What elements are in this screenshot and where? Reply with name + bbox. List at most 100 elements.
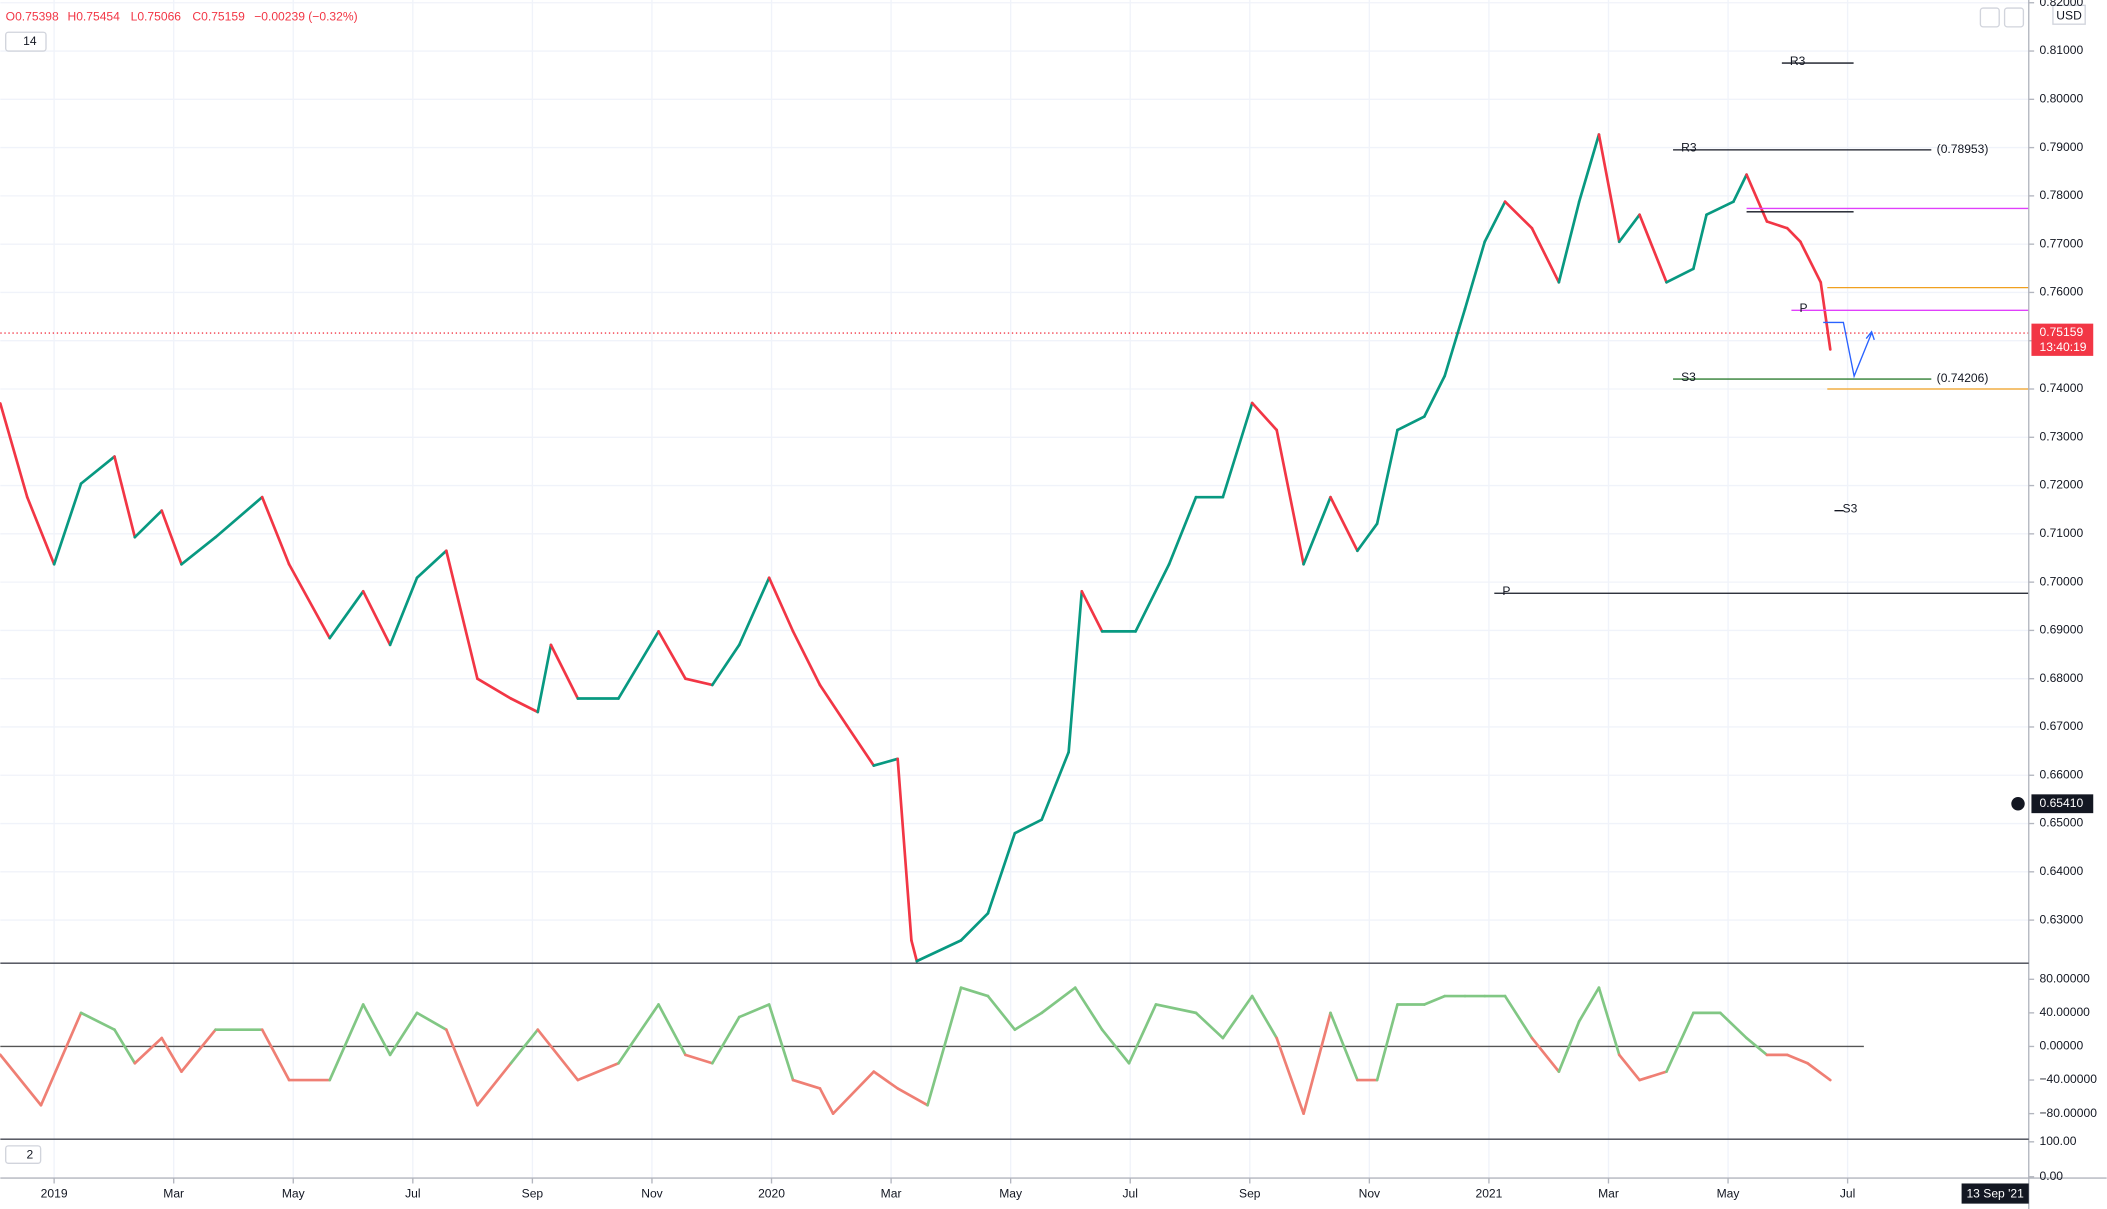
pivot-value-label: (0.74206) bbox=[1937, 371, 1989, 385]
price-segment bbox=[536, 643, 553, 714]
price-segment bbox=[1463, 240, 1487, 311]
ohlc-high: H0.75454 bbox=[67, 10, 120, 24]
price-segment bbox=[1617, 213, 1641, 244]
price-segment bbox=[818, 1087, 835, 1115]
price-segment bbox=[39, 1011, 83, 1107]
price-segment bbox=[388, 576, 419, 647]
price-segment bbox=[1329, 495, 1359, 553]
price-segment bbox=[1302, 1011, 1332, 1115]
price-segment bbox=[872, 1070, 900, 1090]
indicator-badge[interactable] bbox=[5, 31, 47, 52]
price-segment bbox=[684, 1053, 714, 1065]
y-tick-label: 0.68000 bbox=[2040, 671, 2084, 685]
pivot-label: R3 bbox=[1681, 141, 1697, 155]
ohlc-close: C0.75159 bbox=[192, 10, 245, 24]
countdown-label: 13:40:19 bbox=[2040, 340, 2087, 354]
price-segment bbox=[896, 757, 913, 942]
price-segment bbox=[1040, 986, 1077, 1015]
y-tick-label: 0.72000 bbox=[2040, 478, 2084, 492]
price-segment bbox=[1806, 1061, 1832, 1082]
pivot-value-label: (0.78953) bbox=[1937, 142, 1989, 156]
price-segment bbox=[1221, 994, 1254, 1040]
price-segment bbox=[1013, 818, 1044, 835]
price-segment bbox=[986, 994, 1017, 1032]
price-segment bbox=[1154, 1003, 1198, 1015]
price-segment bbox=[1423, 994, 1447, 1006]
y-tick-label: 0.69000 bbox=[2040, 623, 2084, 637]
y-tick-label: 0.64000 bbox=[2040, 864, 2084, 878]
x-tick-label: Mar bbox=[881, 1186, 902, 1200]
price-segment bbox=[1080, 589, 1104, 633]
price-segment bbox=[1221, 401, 1254, 499]
price-segment bbox=[79, 1011, 116, 1032]
price-segment bbox=[1705, 200, 1735, 217]
x-tick-label: Jul bbox=[405, 1186, 420, 1200]
x-tick-label: Jul bbox=[1122, 1186, 1137, 1200]
price-segment bbox=[328, 1003, 365, 1082]
price-segment bbox=[896, 1087, 929, 1107]
y-tick-label: 0.74000 bbox=[2040, 381, 2084, 395]
price-segment bbox=[180, 535, 217, 566]
y-tick-label: 0.71000 bbox=[2040, 526, 2084, 540]
price-segment bbox=[1375, 428, 1399, 526]
download-button[interactable] bbox=[1979, 7, 2000, 28]
price-segment bbox=[1423, 374, 1447, 418]
price-segment bbox=[1617, 1053, 1641, 1082]
ohlc-low: L0.75066 bbox=[131, 10, 182, 24]
y-tick-label: 0.67000 bbox=[2040, 719, 2084, 733]
price-segment bbox=[1013, 1011, 1044, 1032]
price-segment bbox=[1819, 280, 1832, 351]
price-segment bbox=[1785, 226, 1802, 244]
price-segment bbox=[657, 630, 687, 681]
ohlc-open: O0.75398 bbox=[6, 10, 59, 24]
price-segment bbox=[1250, 401, 1279, 432]
price-segment bbox=[361, 589, 392, 647]
x-tick-label: Jul bbox=[1840, 1186, 1855, 1200]
price-segment bbox=[1356, 522, 1379, 553]
price-segment bbox=[1040, 750, 1070, 822]
x-tick-label: Nov bbox=[1359, 1186, 1380, 1200]
price-segment bbox=[684, 677, 714, 687]
price-segment bbox=[1530, 1036, 1561, 1073]
y-tick-label: 0.76000 bbox=[2040, 285, 2084, 299]
y-tick-label: 100.00 bbox=[2040, 1134, 2077, 1148]
price-segment bbox=[1443, 307, 1467, 378]
price-segment bbox=[180, 1028, 217, 1073]
price-segment bbox=[1127, 1003, 1158, 1065]
price-segment bbox=[1530, 226, 1561, 284]
projection-arrow bbox=[1823, 321, 1875, 379]
price-segment bbox=[1718, 1011, 1748, 1040]
price-segment bbox=[737, 1003, 771, 1019]
crosshair-plus bbox=[2011, 797, 2025, 811]
price-segment bbox=[1375, 1003, 1399, 1082]
price-segment bbox=[872, 757, 900, 767]
price-segment bbox=[1250, 994, 1279, 1040]
price-segment bbox=[328, 589, 365, 640]
price-segment bbox=[1665, 267, 1695, 284]
price-segment bbox=[1745, 173, 1769, 223]
crosshair-tag bbox=[2031, 794, 2094, 814]
pivot-label: P bbox=[1799, 301, 1807, 315]
price-segment bbox=[1134, 562, 1171, 633]
price-segment bbox=[767, 576, 795, 633]
legend: O0.75398 H0.75454 L0.75066 C0.75159 −0.0… bbox=[5, 10, 358, 1164]
price-segment bbox=[1745, 1036, 1769, 1057]
x-tick-label: May bbox=[1717, 1186, 1741, 1200]
price-segment bbox=[444, 1028, 479, 1107]
price-segment bbox=[113, 455, 137, 539]
price-segment bbox=[214, 495, 264, 539]
price-segment bbox=[79, 455, 116, 485]
price-segment bbox=[1597, 133, 1621, 244]
price-segment bbox=[476, 1061, 513, 1107]
fullscreen-button[interactable] bbox=[2003, 7, 2025, 28]
y-tick-label: 0.00 bbox=[2040, 1169, 2064, 1183]
y-tick-label: −40.00000 bbox=[2040, 1072, 2098, 1086]
price-segment bbox=[617, 630, 660, 700]
x-tick-label: May bbox=[999, 1186, 1023, 1200]
pane3-badge[interactable] bbox=[5, 1145, 42, 1164]
price-segment bbox=[25, 495, 56, 566]
y-tick-label: 0.82000 bbox=[2040, 0, 2084, 9]
price-segment bbox=[1577, 133, 1601, 204]
pane3-badge-text: 2 bbox=[27, 1147, 34, 1161]
